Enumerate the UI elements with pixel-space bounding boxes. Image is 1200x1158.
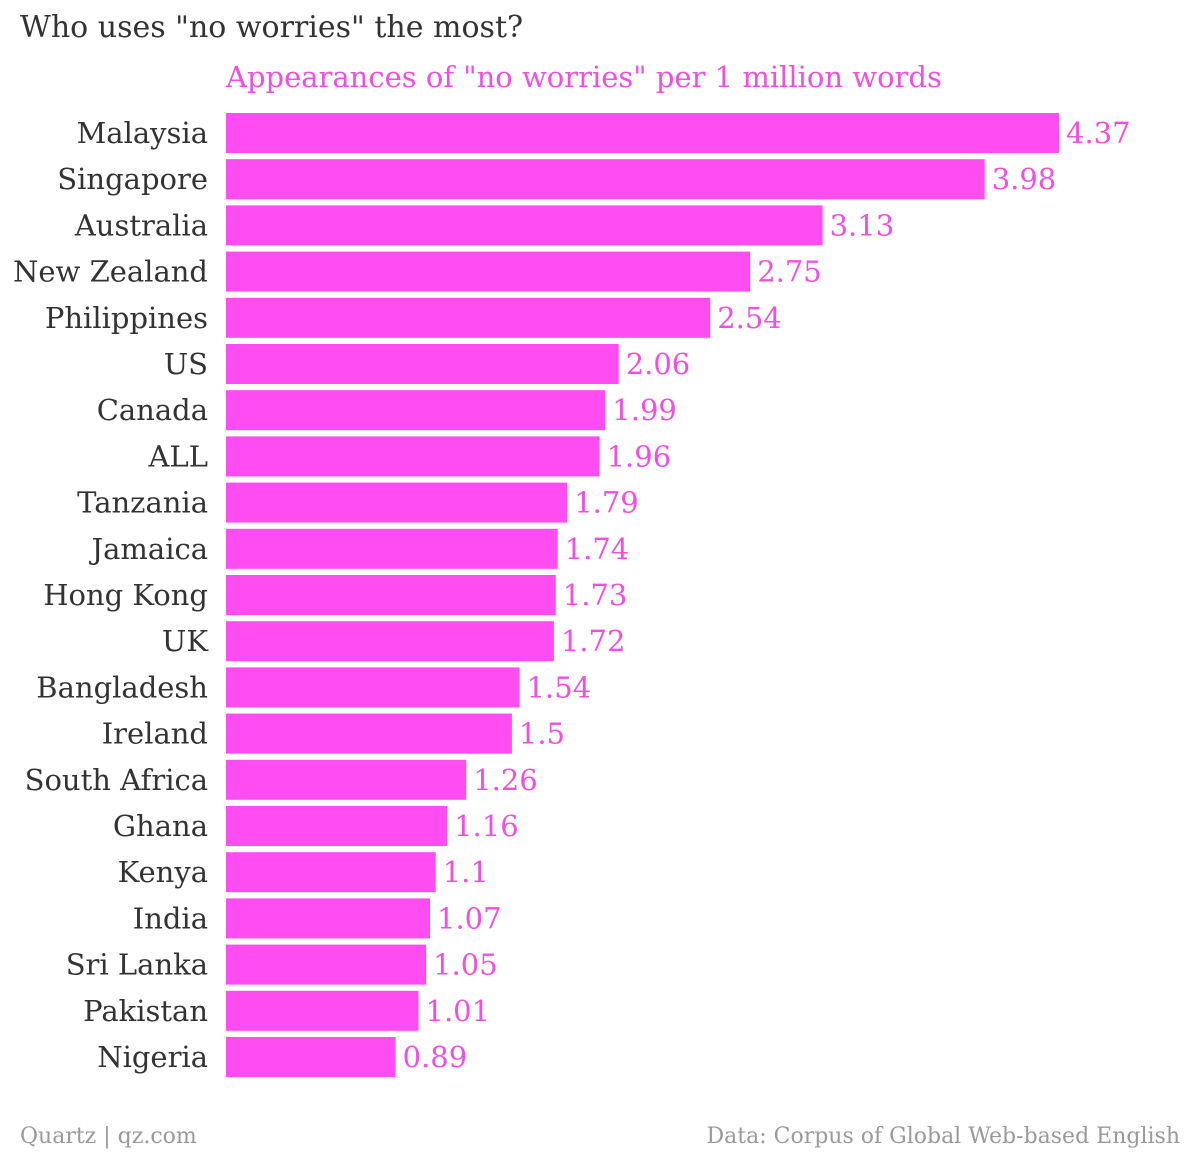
value-label: 2.54: [717, 301, 782, 335]
bar-jamaica: [226, 528, 558, 569]
value-label: 1.26: [473, 763, 538, 797]
value-label: 1.73: [563, 578, 628, 612]
value-label: 3.13: [830, 208, 895, 242]
value-label: 1.74: [565, 532, 630, 566]
category-label: South Africa: [25, 763, 208, 797]
bar-singapore: [226, 159, 985, 200]
bar-nigeria: [226, 1037, 396, 1077]
value-label: 2.06: [626, 347, 691, 381]
bar-south-africa: [226, 759, 467, 800]
value-label: 2.75: [757, 255, 822, 289]
value-label: 0.89: [403, 1040, 468, 1074]
bar-canada: [226, 390, 606, 431]
bar-uk: [226, 621, 554, 662]
bars-layer: [226, 113, 1059, 1077]
bar-bangladesh: [226, 667, 520, 708]
value-label: 1.16: [454, 809, 519, 843]
value-labels: 4.37 3.98 3.132.75 2.54 2.06 1.99 1.96 1.79 1.74…: [403, 116, 1131, 1074]
category-label: Hong Kong: [43, 578, 208, 612]
value-label: 1.07: [437, 901, 502, 935]
value-label: 1.99: [612, 393, 677, 427]
category-label: Philippines: [45, 301, 208, 335]
bar-ireland: [226, 713, 512, 754]
value-label: 1.1: [443, 855, 489, 889]
category-labels: Malaysia Singapore Australia New Zealand Phi…: [13, 116, 209, 1074]
category-label: US: [164, 347, 208, 381]
category-label: Pakistan: [83, 994, 208, 1028]
bar-kenya: [226, 852, 436, 893]
category-label: Kenya: [118, 855, 208, 889]
value-label: 1.5: [519, 717, 565, 751]
footer-credit: Quartz | qz.com: [20, 1124, 197, 1149]
value-label: 1.05: [433, 948, 498, 982]
value-label: 1.79: [574, 486, 639, 520]
bar-tanzania: [226, 482, 568, 523]
bar-malaysia: [226, 113, 1059, 153]
bar-new-zealand: [226, 251, 751, 292]
value-label: 4.37: [1066, 116, 1131, 150]
category-label: Australia: [74, 208, 208, 242]
category-label: India: [133, 901, 208, 935]
category-label: Tanzania: [77, 486, 208, 520]
category-label: Ghana: [113, 809, 208, 843]
value-label: 1.01: [426, 994, 491, 1028]
bar-us: [226, 344, 619, 384]
category-label: Ireland: [102, 717, 208, 751]
category-label: UK: [162, 624, 209, 658]
bar-australia: [226, 205, 823, 246]
category-label: Sri Lanka: [66, 948, 208, 982]
bar-ghana: [226, 806, 448, 846]
bar-philippines: [226, 297, 711, 338]
category-label: Nigeria: [97, 1040, 208, 1074]
value-label: 1.96: [607, 439, 672, 473]
chart-title: Who uses "no worries" the most?: [20, 10, 524, 45]
category-label: Bangladesh: [36, 670, 208, 704]
category-label: Singapore: [57, 162, 208, 196]
bar-all: [226, 436, 600, 477]
category-label: Canada: [97, 393, 208, 427]
category-label: ALL: [148, 439, 208, 473]
footer-data-source: Data: Corpus of Global Web-based English: [706, 1124, 1181, 1149]
category-label: Malaysia: [77, 116, 208, 150]
category-label: New Zealand: [13, 255, 208, 289]
value-label: 3.98: [992, 162, 1057, 196]
bar-india: [226, 898, 430, 939]
value-label: 1.72: [561, 624, 626, 658]
chart-subtitle: Appearances of "no worries" per 1 millio…: [226, 60, 942, 94]
bar-sri-lanka: [226, 944, 427, 985]
bar-hong-kong: [226, 575, 556, 615]
value-label: 1.54: [527, 670, 592, 704]
category-label: Jamaica: [88, 532, 208, 566]
bar-pakistan: [226, 990, 419, 1031]
